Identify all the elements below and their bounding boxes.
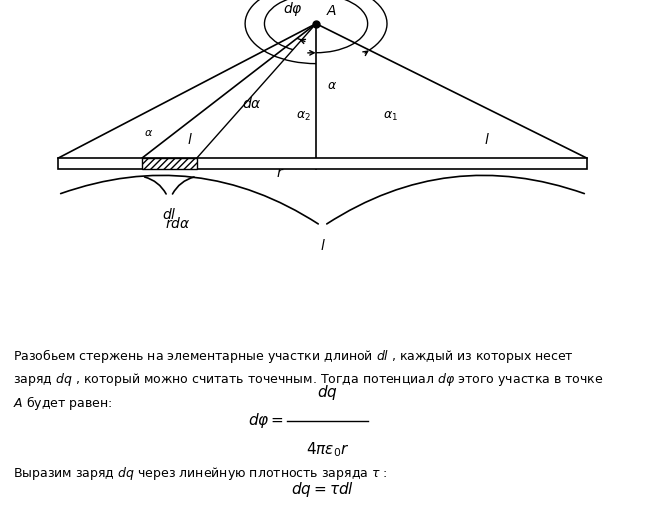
Text: $d\alpha$: $d\alpha$ <box>242 96 261 111</box>
Text: $l$: $l$ <box>320 238 325 253</box>
Text: $l$: $l$ <box>484 132 490 147</box>
Text: $d\varphi =$: $d\varphi =$ <box>248 412 284 430</box>
Text: $A$: $A$ <box>326 4 337 18</box>
Text: Выразим заряд $dq$ через линейную плотность заряда $\tau$ :: Выразим заряд $dq$ через линейную плотно… <box>13 465 388 482</box>
Text: $\alpha$: $\alpha$ <box>144 128 153 138</box>
Text: $\alpha_2$: $\alpha_2$ <box>295 110 311 123</box>
Text: $rd\alpha$: $rd\alpha$ <box>164 216 190 231</box>
Text: $dq$: $dq$ <box>317 383 338 401</box>
Text: $r$: $r$ <box>276 166 285 180</box>
Text: $\alpha_1$: $\alpha_1$ <box>382 110 398 123</box>
Text: $dq = \tau dl$: $dq = \tau dl$ <box>291 480 354 498</box>
Text: $4\pi\varepsilon_0 r$: $4\pi\varepsilon_0 r$ <box>306 440 350 459</box>
Text: $l$: $l$ <box>188 132 193 147</box>
Bar <box>142 158 197 169</box>
Text: $\alpha$: $\alpha$ <box>327 79 337 92</box>
Text: $dl$: $dl$ <box>162 207 177 222</box>
Bar <box>58 158 587 169</box>
Text: $d\varphi$: $d\varphi$ <box>283 0 303 18</box>
Text: Разобьем стержень на элементарные участки длиной $dl$ , каждый из которых несет
: Разобьем стержень на элементарные участк… <box>13 346 604 412</box>
